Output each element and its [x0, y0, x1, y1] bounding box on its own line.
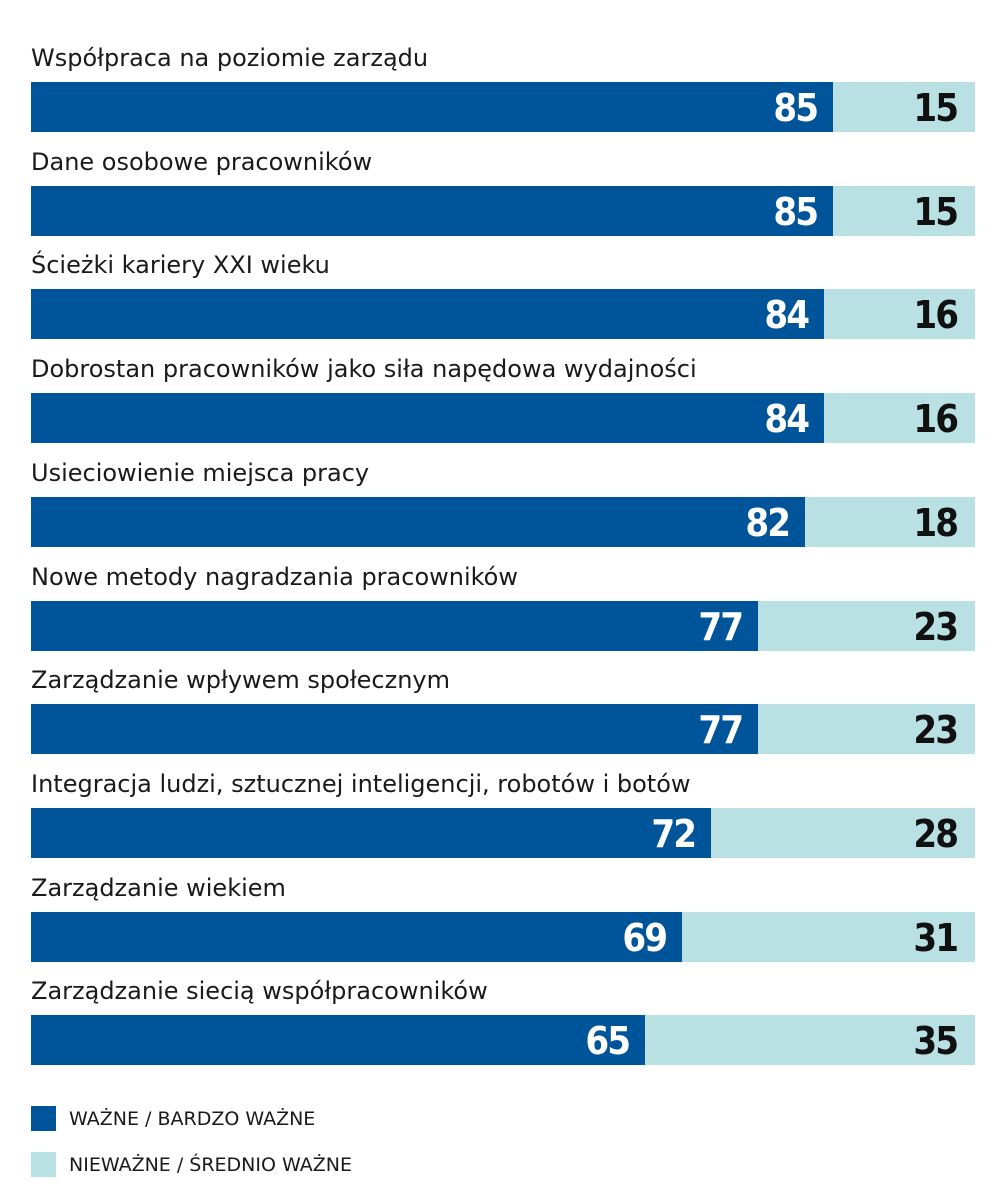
value-label-important: 84: [764, 293, 810, 337]
value-label-unimportant: 23: [913, 605, 959, 649]
category-label: Usieciowienie miejsca pracy: [31, 459, 370, 487]
legend-label-unimportant: NIEWAŻNE / ŚREDNIO WAŻNE: [69, 1154, 352, 1176]
bar-important: [31, 808, 711, 858]
bar-unimportant: [824, 289, 975, 339]
category-label: Zarządzanie wiekiem: [31, 874, 286, 902]
category-label: Nowe metody nagradzania pracowników: [31, 563, 518, 591]
category-label: Ścieżki kariery XXI wieku: [31, 251, 330, 279]
stacked-bar-chart: Współpraca na poziomie zarządu 85 15 Dane o…: [31, 44, 975, 1065]
legend-swatch-important: [31, 1106, 56, 1131]
value-label-important: 85: [773, 190, 819, 234]
bar-important: [31, 1015, 645, 1065]
value-label-unimportant: 15: [913, 86, 959, 130]
bar-unimportant: [711, 808, 975, 858]
value-label-unimportant: 15: [913, 190, 959, 234]
value-label-unimportant: 28: [913, 812, 959, 856]
category-label: Zarządzanie siecią współpracowników: [31, 977, 488, 1005]
bar-important: [31, 497, 805, 547]
bar-unimportant: [824, 393, 975, 443]
legend-label-important: WAŻNE / BARDZO WAŻNE: [69, 1108, 316, 1130]
bar-important: [31, 82, 833, 132]
category-label: Dobrostan pracowników jako siła napędowa…: [31, 355, 697, 383]
bar-unimportant: [758, 704, 975, 754]
value-label-unimportant: 23: [913, 708, 959, 752]
value-label-important: 84: [764, 397, 810, 441]
value-label-unimportant: 35: [913, 1019, 959, 1063]
value-label-important: 69: [622, 916, 668, 960]
category-label: Współpraca na poziomie zarządu: [31, 44, 429, 72]
value-label-important: 85: [773, 86, 819, 130]
value-label-unimportant: 16: [913, 397, 959, 441]
value-label-unimportant: 31: [913, 916, 959, 960]
value-label-important: 82: [745, 501, 791, 545]
bar-unimportant: [833, 82, 975, 132]
bar-unimportant: [758, 601, 975, 651]
bar-unimportant: [682, 912, 975, 962]
value-label-important: 65: [585, 1019, 631, 1063]
bar-unimportant: [833, 186, 975, 236]
value-label-important: 77: [698, 708, 744, 752]
bar-important: [31, 704, 758, 754]
category-label: Dane osobowe pracowników: [31, 148, 373, 176]
bar-important: [31, 393, 824, 443]
value-label-unimportant: 16: [913, 293, 959, 337]
bar-important: [31, 601, 758, 651]
value-label-important: 77: [698, 605, 744, 649]
bar-unimportant: [805, 497, 975, 547]
legend-swatch-unimportant: [31, 1152, 56, 1177]
value-label-important: 72: [651, 812, 697, 856]
value-label-unimportant: 18: [913, 501, 959, 545]
category-label: Zarządzanie wpływem społecznym: [31, 666, 451, 694]
bar-important: [31, 912, 682, 962]
bar-unimportant: [645, 1015, 975, 1065]
category-label: Integracja ludzi, sztucznej inteligencji…: [31, 770, 691, 798]
bar-important: [31, 289, 824, 339]
bar-important: [31, 186, 833, 236]
